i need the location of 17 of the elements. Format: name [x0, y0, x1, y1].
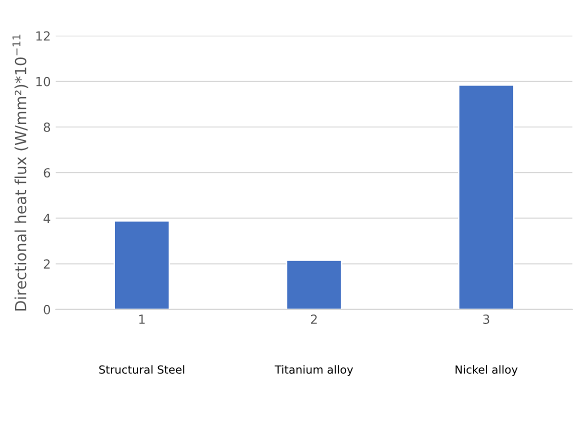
y-tick-label: 8	[44, 122, 50, 132]
bar	[458, 84, 514, 310]
x-tick-label: 3	[483, 314, 490, 324]
x-tick-label: 1	[139, 314, 145, 324]
y-tick-label: 10	[36, 76, 50, 86]
y-tick-label: 2	[44, 259, 50, 269]
y-tick-label: 6	[44, 168, 50, 178]
y-tick-label: 4	[44, 214, 50, 223]
y-tick-label: 0	[44, 304, 50, 314]
y-axis-title: Directional heat flux (W/mm²)*10$^{−11}$	[12, 34, 28, 310]
text: Nickel alloy	[456, 365, 518, 376]
bar	[286, 259, 342, 310]
y-tick-label: 12	[36, 31, 50, 41]
bar	[114, 220, 170, 310]
x-tick-label: 2	[310, 314, 317, 324]
text: Titanium alloy	[274, 365, 354, 376]
text: Structural Steel	[99, 365, 184, 374]
